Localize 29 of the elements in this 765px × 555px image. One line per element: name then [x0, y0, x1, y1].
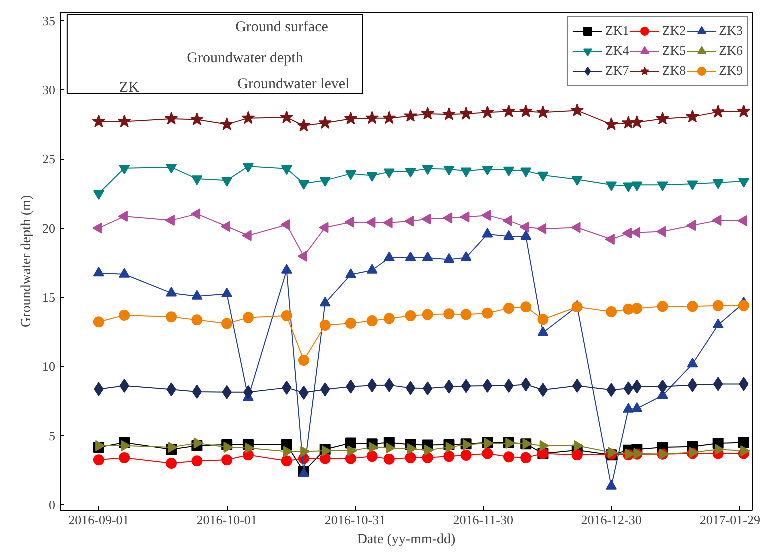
y-tick-label: 10	[42, 359, 56, 374]
legend-label: ZK8	[662, 63, 686, 79]
legend-label: ZK2	[662, 23, 686, 39]
y-tick-label: 35	[42, 13, 56, 28]
y-tick-label: 0	[49, 497, 56, 512]
y-tick-label: 15	[42, 290, 56, 305]
legend-label: ZK1	[605, 23, 630, 39]
x-tick-label: 2016-11-30	[453, 512, 514, 528]
annotation: ZK	[119, 80, 140, 96]
annotation: Groundwater depth	[187, 50, 304, 66]
x-tick-label: 2017-01-29	[700, 512, 761, 528]
x-tick-label: 2016-09-01	[68, 512, 130, 528]
x-tick-label: 2016-10-31	[324, 512, 386, 528]
y-axis-title: Groundwater depth (m)	[20, 195, 34, 328]
annotation: Ground surface	[236, 19, 329, 36]
annotation: Groundwater level	[238, 76, 350, 93]
legend-label: ZK7	[605, 63, 630, 79]
y-tick-label: 25	[42, 152, 56, 167]
legend-label: ZK6	[719, 43, 743, 59]
x-axis-title: Date (yy-mm-dd)	[357, 532, 456, 548]
legend-label: ZK9	[719, 63, 743, 79]
y-tick-label: 20	[42, 220, 56, 236]
x-tick-label: 2016-10-01	[196, 512, 258, 528]
legend-label: ZK4	[605, 43, 630, 59]
legend-label: ZK3	[719, 23, 743, 39]
legend-label: ZK5	[662, 43, 686, 59]
y-tick-label: 30	[42, 82, 56, 98]
x-tick-label: 2016-12-30	[581, 512, 642, 528]
y-tick-label: 5	[49, 428, 56, 444]
